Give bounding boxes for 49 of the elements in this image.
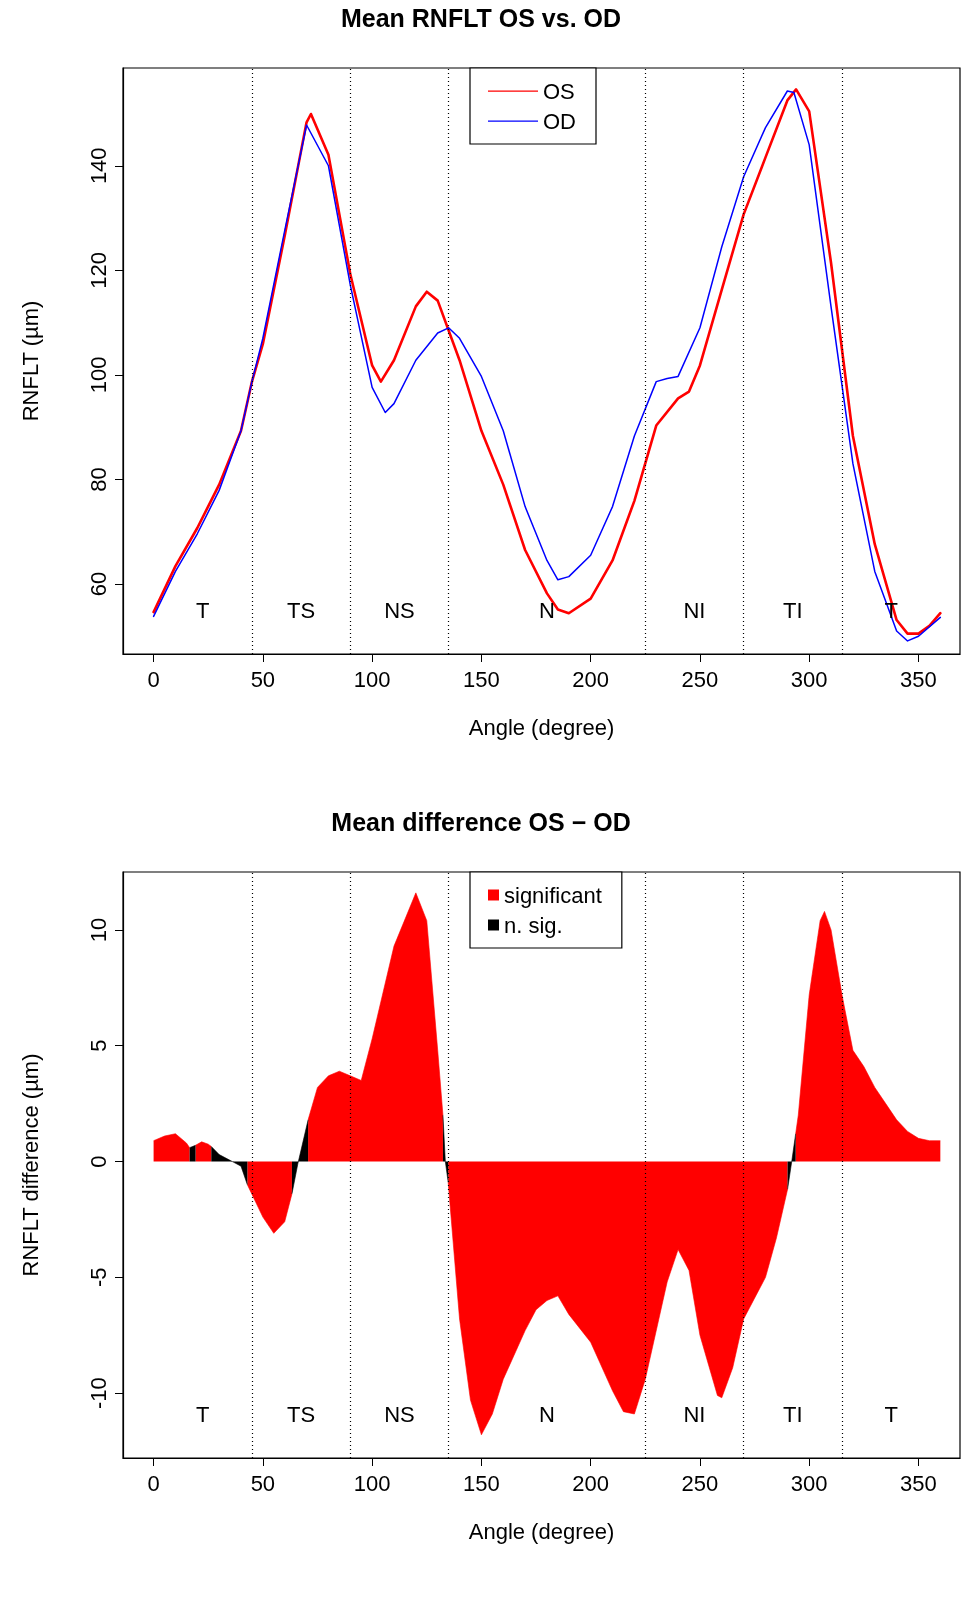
y-tick-label: 5 xyxy=(85,1039,111,1052)
chart-title: Mean RNFLT OS vs. OD xyxy=(340,3,622,32)
annotation: T xyxy=(884,1401,898,1427)
y-tick-label: 0 xyxy=(85,1155,111,1168)
y-tick-label: 80 xyxy=(85,467,111,492)
x-tick-label: 200 xyxy=(572,666,610,692)
x-tick-label: 250 xyxy=(681,666,719,692)
legend-label: n. sig. xyxy=(504,912,563,938)
x-tick-label: 50 xyxy=(250,666,276,692)
annotation: T xyxy=(196,1401,210,1427)
annotation: T xyxy=(196,597,210,623)
x-tick-label: 300 xyxy=(790,1470,828,1496)
x-tick-label: 350 xyxy=(900,666,937,692)
y-tick-label: 60 xyxy=(85,571,111,597)
legend-label: significant xyxy=(504,882,602,908)
legend-label: OD xyxy=(543,108,576,134)
x-tick-label: 150 xyxy=(463,666,500,692)
x-tick-label: 100 xyxy=(353,666,391,692)
x-tick-label: 300 xyxy=(790,666,828,692)
y-tick-label: -10 xyxy=(85,1377,111,1410)
y-tick-label: -5 xyxy=(85,1267,111,1288)
y-axis-title: RNFLT (µm) xyxy=(17,300,43,422)
y-tick-label: 140 xyxy=(85,147,111,185)
annotation: TI xyxy=(783,597,803,623)
annotation: NI xyxy=(683,597,706,623)
x-tick-label: 250 xyxy=(681,1470,719,1496)
x-tick-label: 0 xyxy=(147,1470,160,1496)
y-tick-label: 10 xyxy=(85,917,111,943)
annotation: TS xyxy=(287,597,316,623)
annotation: NS xyxy=(384,1401,415,1427)
annotation: TI xyxy=(783,1401,803,1427)
chart-title: Mean difference OS − OD xyxy=(331,807,631,836)
x-axis-title: Angle (degree) xyxy=(468,1518,615,1544)
annotation: NI xyxy=(683,1401,706,1427)
legend-label: OS xyxy=(543,78,575,104)
x-tick-label: 50 xyxy=(250,1470,276,1496)
x-tick-label: 0 xyxy=(147,666,160,692)
y-tick-label: 120 xyxy=(85,251,111,289)
annotation: N xyxy=(539,1401,555,1427)
y-tick-label: 100 xyxy=(85,356,111,394)
x-tick-label: 150 xyxy=(463,1470,500,1496)
annotation: TS xyxy=(287,1401,316,1427)
y-axis-title: RNFLT difference (µm) xyxy=(17,1053,43,1277)
x-axis-title: Angle (degree) xyxy=(468,714,615,740)
annotation: NS xyxy=(384,597,415,623)
x-tick-label: 200 xyxy=(572,1470,610,1496)
x-tick-label: 350 xyxy=(900,1470,937,1496)
annotation: N xyxy=(539,597,555,623)
x-tick-label: 100 xyxy=(353,1470,391,1496)
